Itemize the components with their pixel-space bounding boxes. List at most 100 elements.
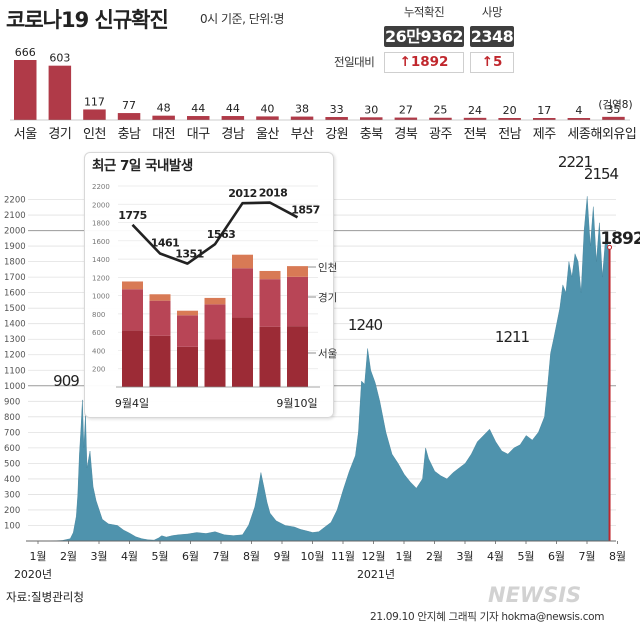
y-tick-label: 100 xyxy=(4,521,20,531)
y-tick-label: 2000 xyxy=(4,227,26,237)
region-bar xyxy=(602,116,625,120)
inset-bar-seoul xyxy=(177,346,198,387)
inset-y-tick-label: 800 xyxy=(92,311,105,319)
inset-bar-incheon xyxy=(232,254,253,269)
region-bar xyxy=(394,117,418,120)
inset-line-value-label: 1775 xyxy=(118,209,147,222)
region-bar xyxy=(463,117,487,120)
quarantine-note: (검역8) xyxy=(598,99,632,111)
y-tick-label: 1500 xyxy=(4,304,26,314)
region-name-label: 세종 xyxy=(567,127,590,142)
inset-bar-gyeonggi xyxy=(287,276,308,327)
peak-annotation: 1211 xyxy=(495,328,530,346)
region-bar xyxy=(152,115,175,120)
inset-bar-incheon xyxy=(177,310,198,316)
page-title: 코로나19 신규확진 xyxy=(6,8,169,32)
y-tick-label: 700 xyxy=(4,428,20,438)
inset-bar-gyeonggi xyxy=(259,279,281,327)
y-tick-label: 1400 xyxy=(4,320,26,330)
region-value-label: 38 xyxy=(295,103,309,116)
inset-line-value-label: 1461 xyxy=(151,237,180,250)
inset-y-tick-label: 1800 xyxy=(92,220,110,228)
region-value-label: 25 xyxy=(433,104,447,117)
region-value-label: 17 xyxy=(537,104,551,117)
y-tick-label: 1000 xyxy=(4,382,26,392)
inset-y-tick-label: 400 xyxy=(92,347,105,355)
region-value-label: 44 xyxy=(226,102,240,115)
inset-total-line xyxy=(131,201,299,265)
region-name-label: 서울 xyxy=(14,127,37,142)
region-bar xyxy=(256,116,279,120)
region-name-label: 경기 xyxy=(48,127,71,142)
inset-bar-gyeonggi xyxy=(232,268,253,318)
inset-bar-incheon xyxy=(149,294,171,301)
region-name-label: 충북 xyxy=(360,127,383,142)
peak-annotation: 909 xyxy=(53,372,79,390)
region-name-label: 부산 xyxy=(291,127,314,142)
deaths-value: 2348 xyxy=(470,26,514,47)
x-tick-label: 7월 xyxy=(212,550,229,563)
inset-line-value-label: 2018 xyxy=(259,187,288,200)
region-bar xyxy=(325,117,348,120)
inset-bar-seoul xyxy=(259,326,281,387)
daily-diff-label: 전일대비 xyxy=(334,55,375,69)
inset-bar-gyeonggi xyxy=(149,300,171,336)
x-tick-label: 7월 xyxy=(578,550,595,563)
peak-annotation: 1240 xyxy=(348,316,383,334)
y-tick-label: 400 xyxy=(4,475,20,485)
region-name-label: 광주 xyxy=(429,127,452,142)
y-tick-label: 1200 xyxy=(4,351,26,361)
region-value-label: 24 xyxy=(468,104,482,117)
region-name-label: 인천 xyxy=(83,127,106,142)
region-name-label: 강원 xyxy=(325,127,348,142)
region-value-label: 117 xyxy=(84,95,105,108)
x-tick-label: 2월 xyxy=(426,550,443,563)
y-tick-label: 2100 xyxy=(4,211,26,221)
inset-bar-seoul xyxy=(287,326,308,387)
y-tick-label: 1300 xyxy=(4,335,26,345)
y-tick-label: 1700 xyxy=(4,273,26,283)
legend-incheon: 인천 xyxy=(318,262,337,274)
inset-y-tick-label: 1400 xyxy=(92,256,110,264)
region-bar xyxy=(498,118,521,120)
region-name-label: 전남 xyxy=(498,127,521,142)
region-value-label: 33 xyxy=(330,103,344,116)
inset-y-tick-label: 600 xyxy=(92,329,105,337)
x-tick-label: 6월 xyxy=(548,550,565,563)
region-value-label: 20 xyxy=(503,104,517,117)
y-tick-label: 900 xyxy=(4,397,20,407)
region-value-label: 30 xyxy=(364,103,378,116)
y-tick-label: 300 xyxy=(4,490,20,500)
x-tick-label: 2월 xyxy=(60,550,77,563)
inset-line-value-label: 1857 xyxy=(291,203,320,216)
y-tick-label: 1800 xyxy=(4,258,26,268)
y-tick-label: 1100 xyxy=(4,366,26,376)
region-value-label: 48 xyxy=(157,102,171,115)
y-tick-label: 1900 xyxy=(4,242,26,252)
region-name-label: 울산 xyxy=(256,127,279,142)
region-bar-chart: 666 서울 603 경기 117 인천 77 충남 48 대전 44 대구 44 경남 40 울산 38 부산 3… xyxy=(10,46,637,142)
inset-bar-incheon xyxy=(259,270,281,280)
region-bar xyxy=(117,113,141,120)
timeline-area xyxy=(25,196,610,542)
source-note: 자료:질병관리청 xyxy=(6,590,84,604)
cumulative-diff: ↑1892 xyxy=(384,52,464,73)
inset-bar-incheon xyxy=(122,281,143,290)
y-tick-label: 800 xyxy=(4,413,20,423)
inset-y-tick-label: 200 xyxy=(92,366,105,374)
x-tick-label: 5월 xyxy=(151,550,168,563)
x-tick-label: 8월 xyxy=(243,550,260,563)
region-value-label: 27 xyxy=(399,104,413,117)
inset-y-tick-label: 1200 xyxy=(92,274,110,282)
region-bar xyxy=(221,116,245,120)
x-tick-label: 1월 xyxy=(395,550,412,563)
x-tick-label: 3월 xyxy=(456,550,473,563)
legend-gyeonggi: 경기 xyxy=(318,291,337,304)
inset-bar-incheon xyxy=(287,266,308,277)
region-value-label: 40 xyxy=(260,102,274,115)
inset-y-tick-label: 1600 xyxy=(92,238,110,246)
inset-line-value-label: 1563 xyxy=(207,228,236,241)
region-value-label: 35 xyxy=(606,103,620,116)
year-label-2021: 2021년 xyxy=(357,568,395,581)
inset-bar-gyeonggi xyxy=(204,304,226,340)
